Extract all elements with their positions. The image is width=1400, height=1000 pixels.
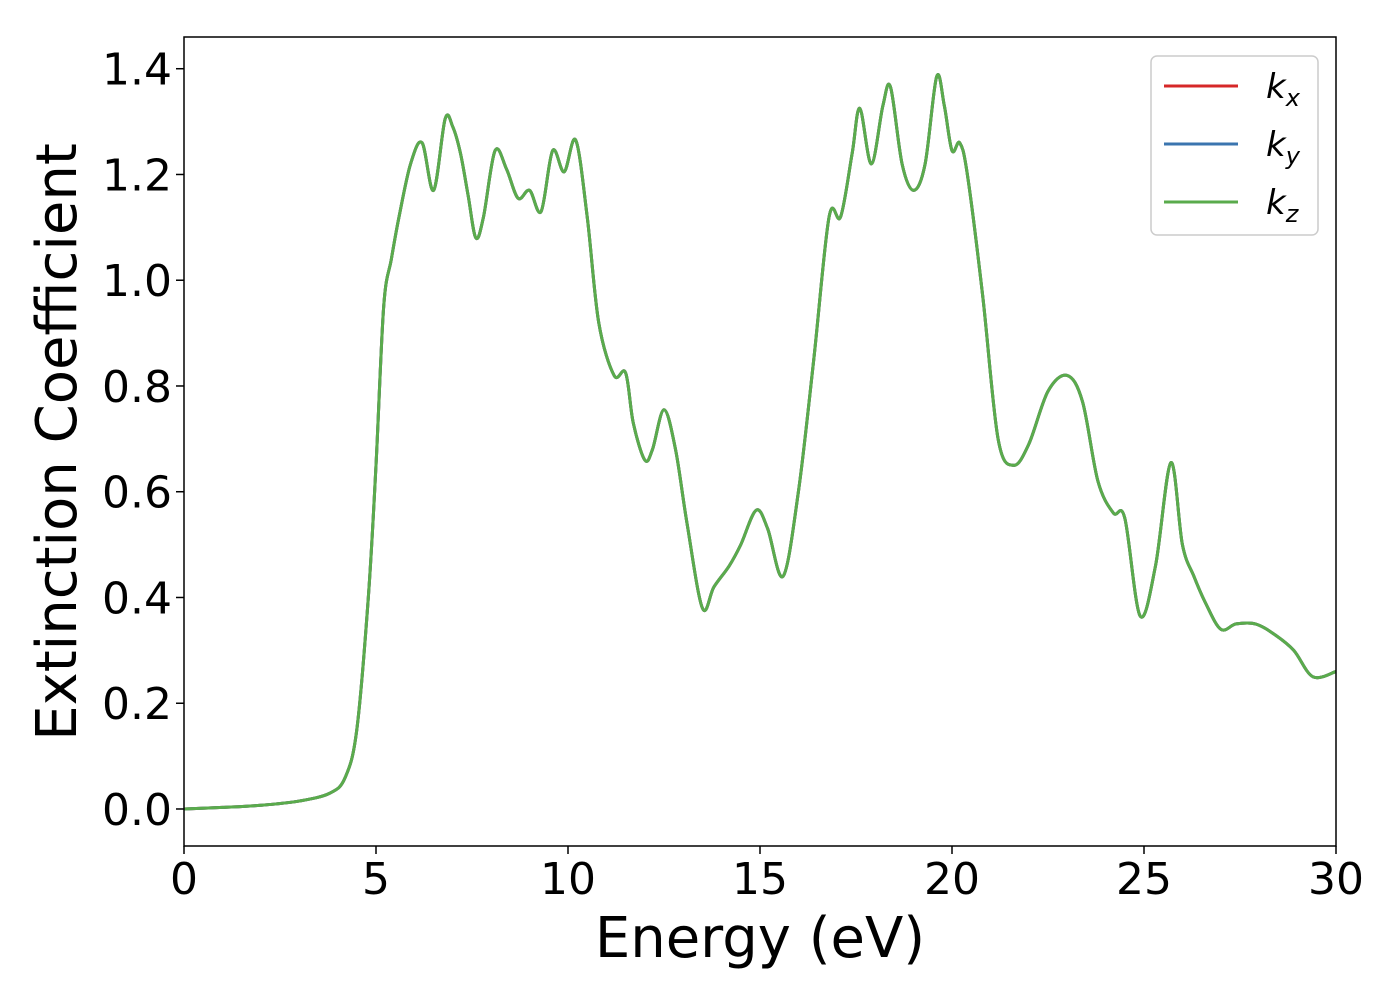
legend-label-y: ky <box>1266 125 1301 170</box>
x-tick-label: 25 <box>1116 854 1172 905</box>
x-tick-label: 20 <box>924 854 980 905</box>
series-layer <box>184 73 1336 811</box>
series-line-z <box>184 73 1336 811</box>
y-tick-label: 1.0 <box>102 256 172 307</box>
x-tick-label: 10 <box>540 854 596 905</box>
y-tick-label: 1.2 <box>102 150 172 201</box>
y-tick-label: 0.8 <box>102 362 172 413</box>
x-tick-label: 5 <box>362 854 390 905</box>
y-tick-label: 1.4 <box>102 45 172 96</box>
x-tick-label: 15 <box>732 854 788 905</box>
x-axis-title: Energy (eV) <box>595 906 925 971</box>
legend-label-x: kx <box>1266 67 1301 112</box>
y-tick-label: 0.0 <box>102 785 172 836</box>
x-tick-label: 0 <box>170 854 198 905</box>
y-axis-title: Extinction Coefficient <box>25 143 90 741</box>
axes-layer: 0 5 10 15 20 25 30 0.0 0.2 0.4 0.6 0.8 1.0 1.2 1.4 <box>102 36 1364 905</box>
x-tick-label: 30 <box>1308 854 1364 905</box>
y-tick-label: 0.6 <box>102 468 172 519</box>
y-tick-label: 0.2 <box>102 679 172 730</box>
y-tick-label: 0.4 <box>102 573 172 624</box>
legend: kx ky kz <box>1150 55 1319 236</box>
legend-label-z: kz <box>1266 183 1300 228</box>
